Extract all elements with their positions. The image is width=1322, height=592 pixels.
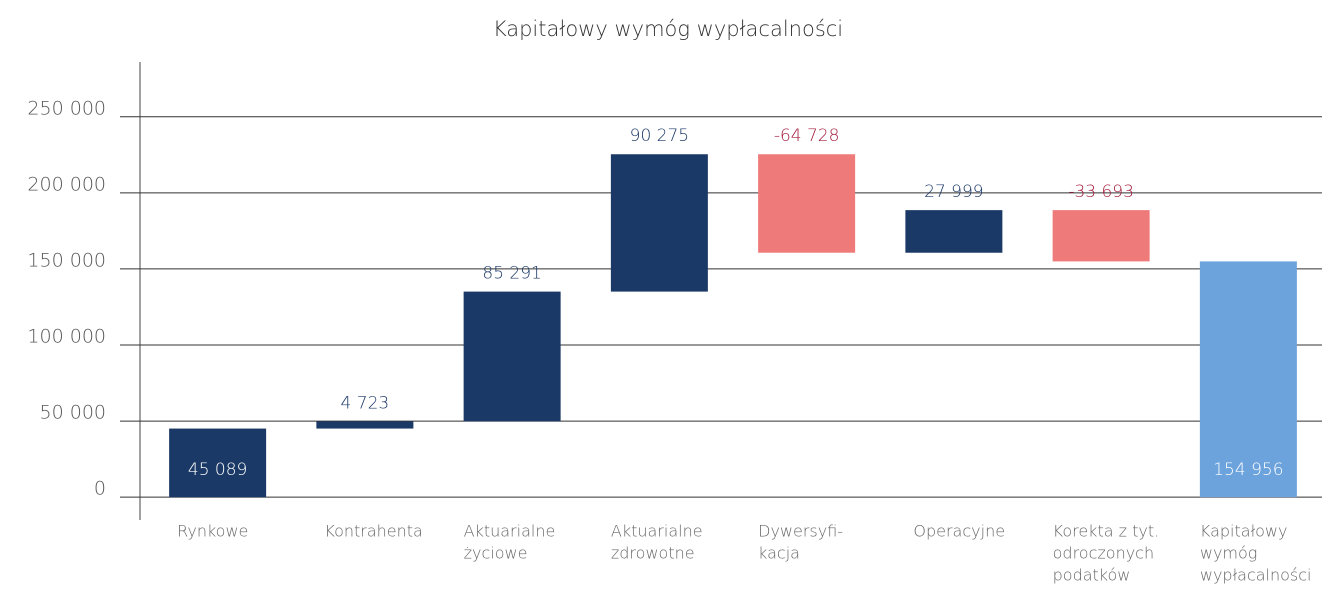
- x-tick-label: wymóg: [1200, 544, 1258, 563]
- x-tick-label: podatków: [1053, 566, 1131, 585]
- value-label: -64 728: [774, 126, 840, 146]
- x-tick-label: wypłacalności: [1200, 566, 1312, 585]
- y-tick-label: 50 000: [40, 402, 106, 424]
- value-label: 27 999: [924, 182, 983, 202]
- x-tick-label: odroczonych: [1053, 544, 1155, 563]
- bar: [1052, 210, 1150, 262]
- y-tick-label: 0: [94, 478, 106, 500]
- y-tick-label: 150 000: [27, 249, 106, 271]
- x-tick-label: kacja: [758, 544, 800, 563]
- bar: [463, 291, 561, 422]
- value-label: 45 089: [188, 460, 247, 480]
- bar: [1199, 261, 1297, 498]
- bar: [610, 154, 708, 292]
- x-tick-label: Aktuarialne: [464, 522, 556, 541]
- value-label: 85 291: [482, 264, 541, 284]
- value-label: 90 275: [630, 126, 689, 146]
- bar: [169, 428, 267, 498]
- x-tick-label: Aktuarialne: [611, 522, 703, 541]
- bar: [905, 210, 1003, 253]
- x-tick-label: Kapitałowy: [1200, 522, 1288, 541]
- y-tick-label: 200 000: [27, 173, 106, 195]
- y-tick-label: 100 000: [27, 326, 106, 348]
- x-tick-label: życiowe: [464, 544, 528, 563]
- value-label: 4 723: [341, 393, 390, 413]
- x-tick-label: Kontrahenta: [324, 522, 422, 541]
- value-label: 154 956: [1213, 460, 1283, 480]
- bar: [758, 154, 856, 253]
- chart-title: Kapitałowy wymóg wypłacalności: [493, 17, 843, 41]
- x-tick-label: Korekta z tyt.: [1053, 522, 1160, 541]
- y-tick-label: 250 000: [27, 97, 106, 119]
- value-label: -33 693: [1068, 182, 1134, 202]
- bar: [316, 421, 414, 429]
- x-tick-label: Rynkowe: [177, 522, 248, 541]
- x-tick-label: Dywersyfi-: [758, 522, 843, 541]
- x-tick-label: Operacyjne: [913, 522, 1005, 541]
- x-tick-label: zdrowotne: [611, 544, 695, 563]
